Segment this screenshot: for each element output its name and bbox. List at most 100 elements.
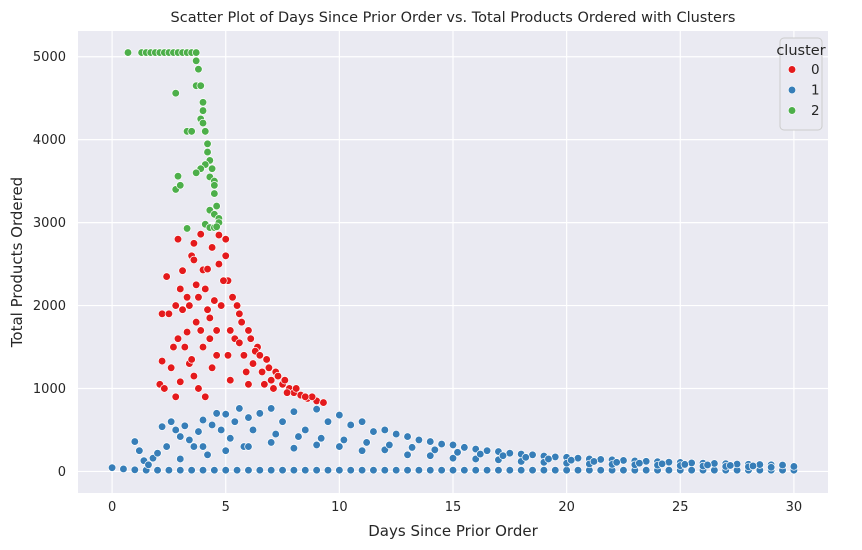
data-point xyxy=(369,466,378,475)
data-point xyxy=(282,388,292,397)
data-point xyxy=(198,106,208,115)
data-point xyxy=(212,326,221,335)
data-point xyxy=(244,380,253,389)
data-point xyxy=(380,466,389,475)
data-point xyxy=(573,466,583,475)
data-point xyxy=(242,367,251,377)
y-tick-label: 3000 xyxy=(33,216,66,231)
data-point xyxy=(212,351,221,360)
data-point xyxy=(207,363,217,372)
data-point xyxy=(732,459,742,469)
data-point xyxy=(262,355,271,364)
x-tick-labels: 0 5 10 15 20 25 30 xyxy=(108,500,802,515)
data-point xyxy=(460,443,469,452)
data-point xyxy=(123,48,133,57)
data-point xyxy=(192,56,201,66)
data-point xyxy=(460,466,469,475)
data-point xyxy=(212,409,221,418)
data-point xyxy=(687,458,696,468)
data-point xyxy=(178,305,187,314)
data-point xyxy=(362,438,371,447)
data-point xyxy=(176,181,185,190)
y-tick-label: 4000 xyxy=(33,133,66,148)
data-point xyxy=(135,446,144,455)
series-cluster-2 xyxy=(123,48,224,233)
data-point xyxy=(173,235,183,244)
data-point xyxy=(255,351,264,360)
data-point xyxy=(194,293,203,302)
data-point xyxy=(157,356,167,366)
data-point xyxy=(687,466,696,475)
data-point xyxy=(130,437,139,446)
data-point xyxy=(528,450,537,459)
data-point xyxy=(596,466,605,475)
data-point xyxy=(726,461,735,470)
data-point xyxy=(289,466,299,475)
data-point xyxy=(198,466,208,475)
data-point xyxy=(292,384,301,393)
data-point xyxy=(171,425,180,435)
legend-marker-0 xyxy=(787,65,797,74)
data-point xyxy=(260,380,269,389)
data-point xyxy=(167,363,176,372)
data-point xyxy=(189,442,199,451)
data-point xyxy=(107,463,117,472)
data-point xyxy=(207,420,217,430)
data-point xyxy=(157,309,167,318)
data-point xyxy=(237,317,246,327)
data-point xyxy=(403,450,412,459)
data-point xyxy=(182,293,192,302)
data-point xyxy=(167,417,176,426)
legend-label-2: 2 xyxy=(811,103,820,119)
data-point xyxy=(185,435,194,445)
data-point xyxy=(226,326,235,335)
data-point xyxy=(596,455,605,464)
data-point xyxy=(244,442,253,451)
data-point xyxy=(221,466,230,475)
data-point xyxy=(221,410,230,419)
data-point xyxy=(244,413,253,422)
data-point xyxy=(323,466,333,475)
data-point xyxy=(380,425,389,435)
data-point xyxy=(194,384,203,393)
data-point xyxy=(505,466,514,475)
data-point xyxy=(180,421,189,430)
data-point xyxy=(210,189,219,198)
data-point xyxy=(153,466,162,475)
data-point xyxy=(228,293,237,302)
data-point xyxy=(162,442,171,451)
data-point xyxy=(271,429,280,439)
data-point xyxy=(221,446,230,455)
data-point xyxy=(289,407,299,416)
data-point xyxy=(201,284,210,294)
data-point xyxy=(544,454,553,464)
series-cluster-0 xyxy=(155,230,328,407)
data-point xyxy=(280,376,289,385)
data-point xyxy=(528,466,537,475)
data-point xyxy=(176,454,185,464)
data-point xyxy=(221,235,230,244)
data-point xyxy=(198,442,208,451)
data-point xyxy=(201,127,210,136)
data-point xyxy=(205,313,214,323)
data-point xyxy=(235,338,244,348)
data-point xyxy=(301,466,310,475)
y-tick-labels: 0 1000 2000 3000 4000 5000 xyxy=(33,50,66,480)
data-point xyxy=(278,466,287,475)
data-point xyxy=(778,460,787,470)
data-point xyxy=(710,459,719,468)
data-point xyxy=(246,334,255,343)
data-point xyxy=(494,466,503,475)
data-point xyxy=(219,276,228,285)
data-point xyxy=(642,466,651,475)
data-point xyxy=(567,456,576,465)
data-point xyxy=(680,460,689,469)
data-point xyxy=(430,445,439,455)
data-point xyxy=(189,371,199,381)
data-point xyxy=(289,444,299,453)
data-point xyxy=(194,427,203,436)
data-point xyxy=(448,466,458,475)
data-point xyxy=(267,438,276,447)
data-point xyxy=(194,65,203,74)
data-point xyxy=(385,440,394,450)
